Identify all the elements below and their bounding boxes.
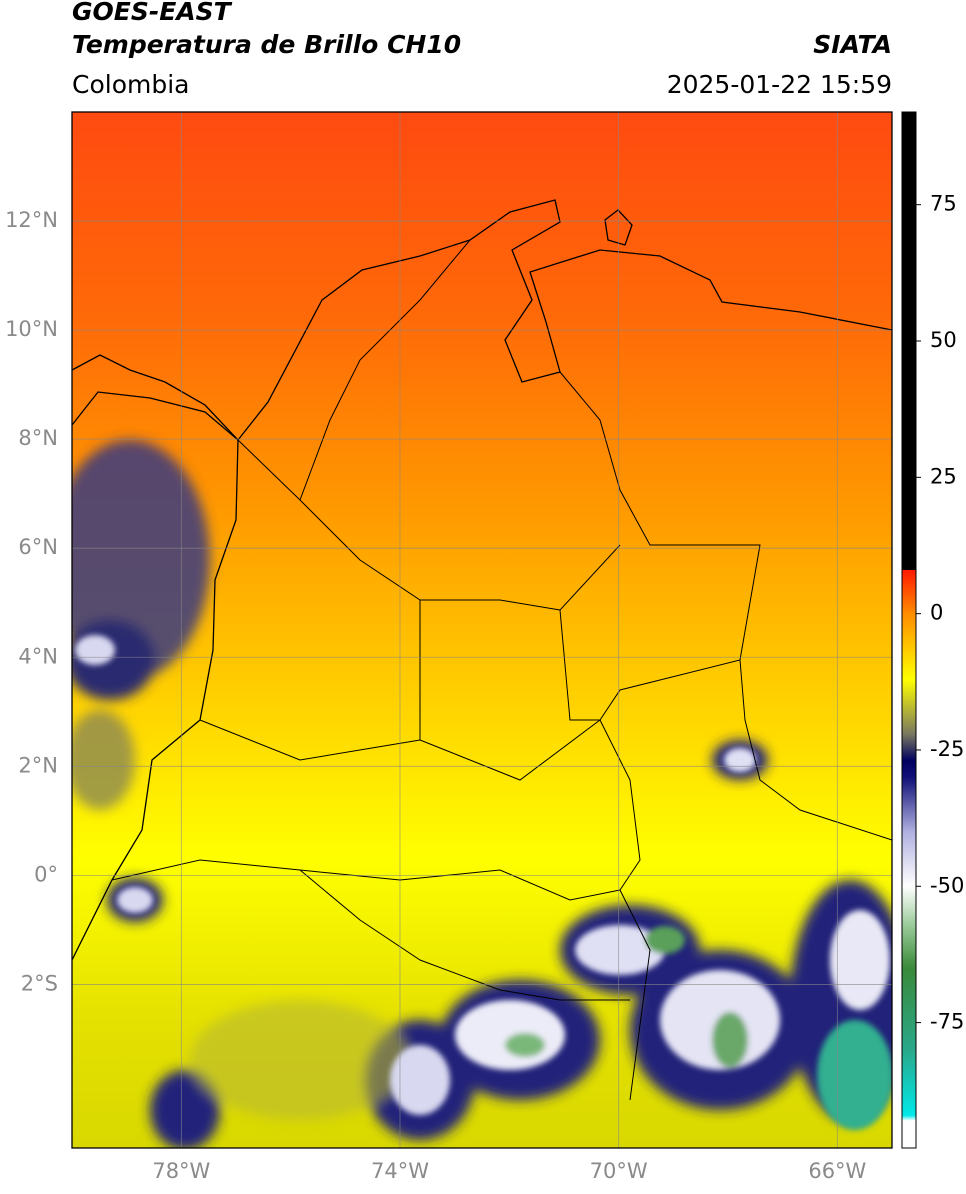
cloud-tops [75, 635, 892, 1130]
lat-tick-label: 12°N [5, 208, 58, 232]
lat-tick-label: 2°N [18, 753, 58, 777]
lat-tick-label: 2°S [21, 971, 58, 995]
lat-tick-label: 10°N [5, 317, 58, 341]
colorbar-tick-label: -25 [930, 737, 964, 761]
region: Colombia [72, 70, 189, 99]
map-image [72, 112, 892, 1148]
lat-tick-label: 6°N [18, 535, 58, 559]
coastlines [72, 199, 892, 961]
lat-tick-label: 8°N [18, 426, 58, 450]
graticule [72, 112, 892, 1148]
colorbar [901, 111, 917, 1149]
lon-tick-label: 70°W [590, 1159, 648, 1183]
lon-tick-label: 74°W [371, 1159, 429, 1183]
source: SIATA [813, 30, 892, 59]
colorbar-tick-label: 25 [930, 464, 957, 488]
map-frame [71, 111, 893, 1149]
lon-tick-label: 78°W [152, 1159, 210, 1183]
lat-tick-label: 4°N [18, 644, 58, 668]
colorbar-tick-label: -75 [930, 1010, 964, 1034]
lon-tick-label: 66°W [808, 1159, 866, 1183]
lat-tick-label: 0° [34, 862, 58, 886]
datetime: 2025-01-22 15:59 [667, 70, 892, 99]
colorbar-tick-label: 0 [930, 601, 943, 625]
colorbar-tick-label: 50 [930, 328, 957, 352]
subtitle: Temperatura de Brillo CH10 [72, 30, 461, 59]
title: GOES-EAST [72, 0, 233, 26]
colorbar-tick-label: -50 [930, 873, 964, 897]
colorbar-tick-label: 75 [930, 192, 957, 216]
